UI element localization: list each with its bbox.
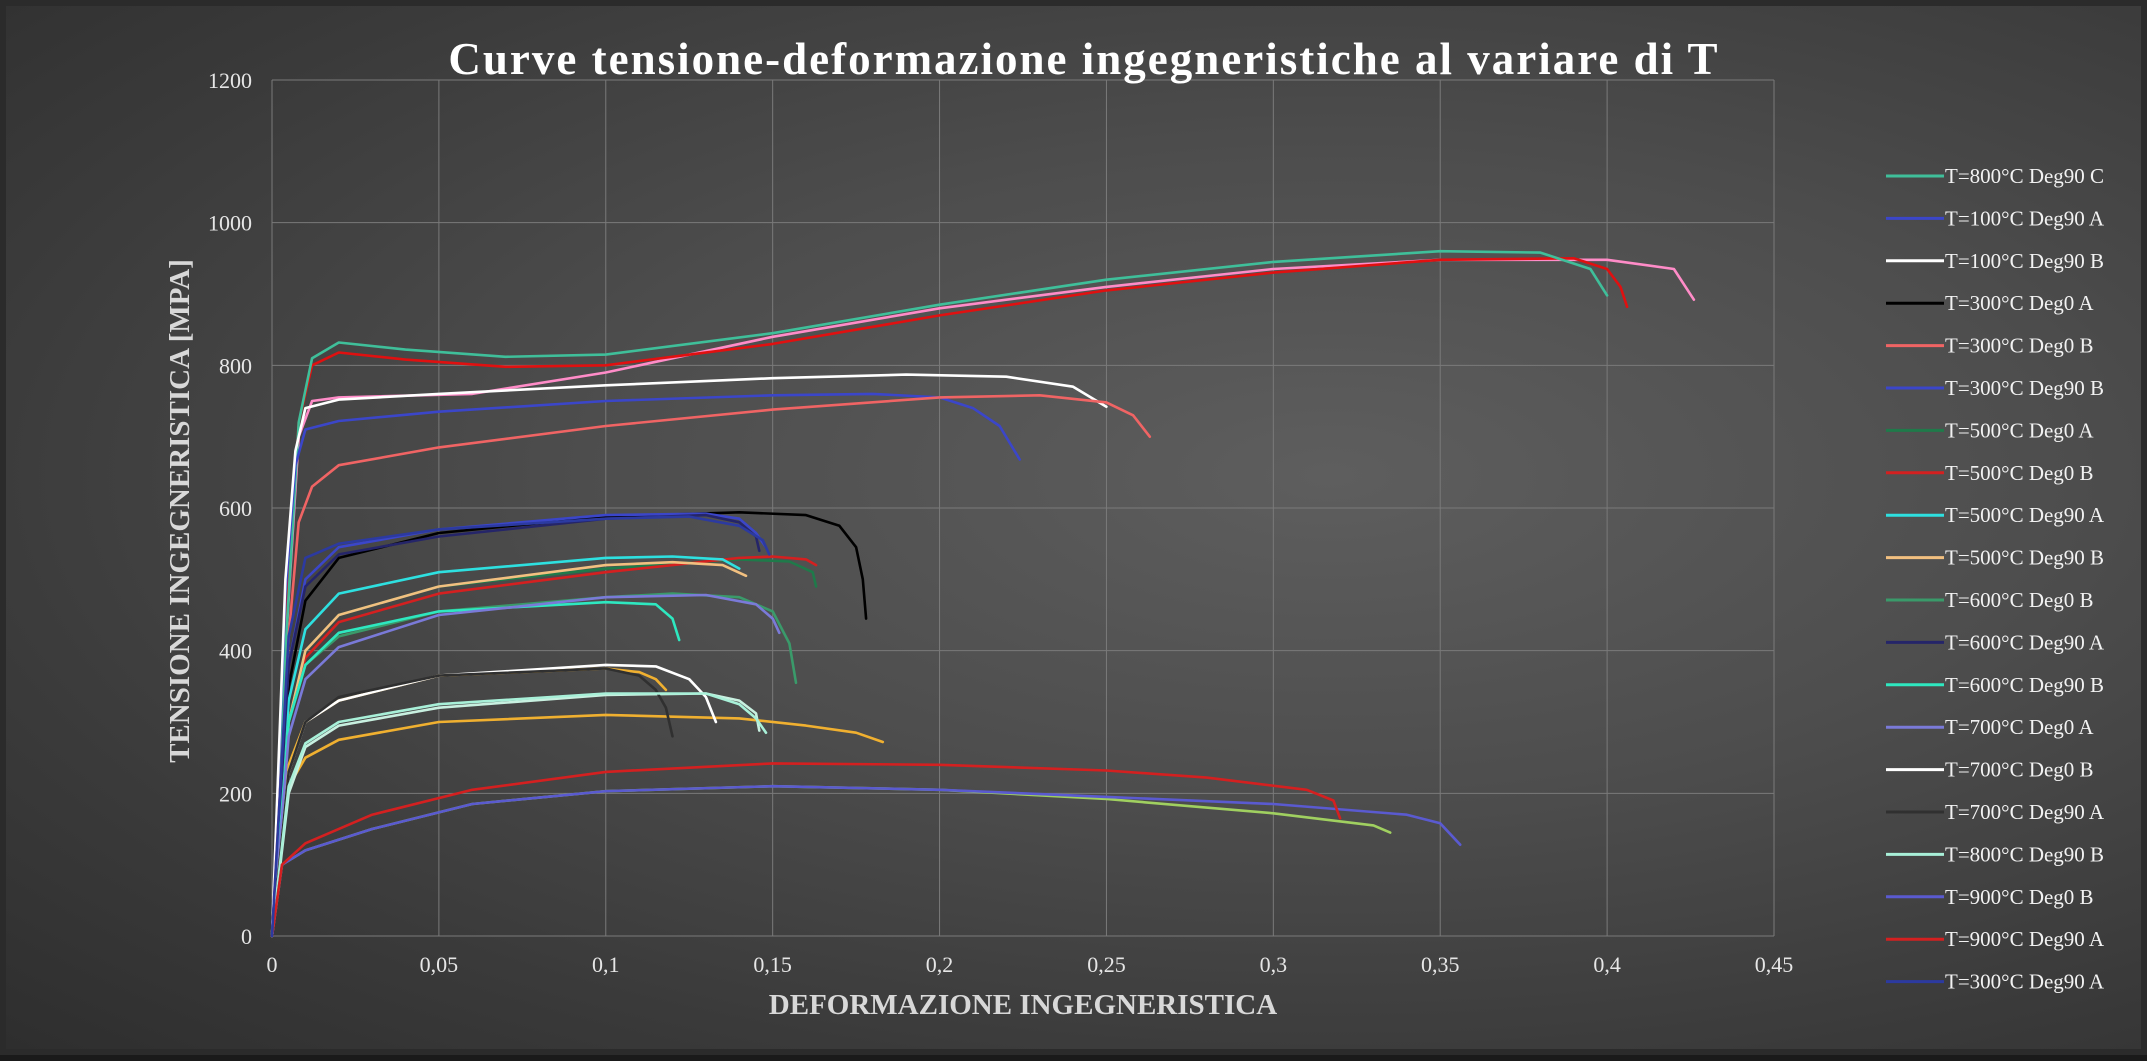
legend-item: T=500°C Deg90 A (1886, 503, 2105, 527)
legend-label: T=300°C Deg90 B (1945, 376, 2104, 400)
legend-item: T=900°C Deg90 A (1886, 927, 2105, 951)
series-line-extra (270, 784, 1392, 938)
series-layer (270, 249, 1696, 938)
series-line (270, 593, 781, 938)
legend-item: T=700°C Deg90 A (1886, 800, 2105, 824)
series-line (270, 555, 818, 938)
legend-item: T=900°C Deg0 B (1886, 885, 2094, 909)
legend-item: T=500°C Deg0 B (1886, 461, 2094, 485)
series-line (270, 600, 681, 938)
y-tick-label: 200 (219, 781, 252, 806)
legend-item: T=300°C Deg0 A (1886, 291, 2094, 315)
series-line (270, 560, 748, 938)
legend-label: T=700°C Deg0 A (1945, 715, 2094, 739)
series-line (270, 762, 1342, 938)
legend-label: T=600°C Deg90 B (1945, 673, 2104, 697)
chart-title: Curve tensione-deformazione ingegneristi… (448, 34, 1719, 84)
series-line (270, 784, 1462, 938)
series-line-extra (270, 713, 885, 938)
legend: T=800°C Deg90 C T=100°C Deg90 A T=100°C De… (1886, 164, 2105, 994)
x-tick-label: 0,3 (1260, 952, 1288, 977)
legend-item: T=600°C Deg90 B (1886, 673, 2104, 697)
legend-item: T=100°C Deg90 A (1886, 206, 2105, 230)
series-line (270, 692, 768, 938)
x-tick-label: 0,15 (753, 952, 792, 977)
legend-label: T=600°C Deg90 A (1945, 630, 2105, 654)
legend-item: T=800°C Deg90 B (1886, 842, 2104, 866)
legend-item: T=300°C Deg0 B (1886, 334, 2094, 358)
series-line (270, 394, 1152, 938)
x-tick-label: 0,2 (926, 952, 954, 977)
series-line-extra (270, 692, 761, 938)
legend-label: T=700°C Deg0 B (1945, 758, 2094, 782)
legend-label: T=900°C Deg90 A (1945, 927, 2105, 951)
legend-item: T=800°C Deg90 C (1886, 164, 2104, 188)
y-tick-label: 600 (219, 496, 252, 521)
legend-label: T=100°C Deg90 A (1945, 206, 2105, 230)
legend-label: T=300°C Deg0 A (1945, 291, 2094, 315)
legend-label: T=500°C Deg90 A (1945, 503, 2105, 527)
series-line (270, 515, 771, 938)
series-line-extra (270, 257, 1629, 938)
y-tick-label: 1200 (208, 68, 252, 93)
legend-label: T=700°C Deg90 A (1945, 800, 2105, 824)
series-line (270, 592, 798, 938)
y-axis-label: TENSIONE INGEGNERISTICA [MPA] (164, 259, 196, 763)
legend-item: T=500°C Deg0 A (1886, 418, 2094, 442)
x-tick-label: 0,35 (1421, 952, 1460, 977)
legend-item: T=600°C Deg0 B (1886, 588, 2094, 612)
ticks-layer: 0 0,05 0,1 0,15 0,2 0,25 0,3 0,35 0,4 0,45 0 200 400… (208, 68, 1793, 977)
x-tick-label: 0,25 (1087, 952, 1126, 977)
x-tick-label: 0 (267, 952, 278, 977)
x-tick-label: 0,05 (420, 952, 459, 977)
legend-item: T=500°C Deg90 B (1886, 546, 2104, 570)
series-line (270, 373, 1108, 938)
series-line (270, 249, 1609, 938)
legend-label: T=800°C Deg90 B (1945, 842, 2104, 866)
y-tick-label: 0 (241, 924, 252, 949)
legend-label: T=300°C Deg0 B (1945, 334, 2094, 358)
legend-label: T=100°C Deg90 B (1945, 249, 2104, 273)
series-line (270, 667, 674, 938)
series-line-extra (270, 667, 668, 938)
series-line-extra (270, 258, 1696, 938)
legend-item: T=100°C Deg90 B (1886, 249, 2104, 273)
legend-item: T=300°C Deg90 B (1886, 376, 2104, 400)
legend-item: T=300°C Deg90 A (1886, 970, 2105, 994)
x-tick-label: 0,45 (1755, 952, 1794, 977)
chart-svg: 0 0,05 0,1 0,15 0,2 0,25 0,3 0,35 0,4 0,45 0 200 400… (164, 34, 2105, 1021)
legend-item: T=600°C Deg90 A (1886, 630, 2105, 654)
x-axis-label: DEFORMAZIONE INGEGNERISTICA (769, 989, 1277, 1021)
series-line (270, 558, 818, 938)
y-tick-label: 400 (219, 639, 252, 664)
legend-label: T=600°C Deg0 B (1945, 588, 2094, 612)
y-tick-label: 1000 (208, 211, 252, 236)
y-tick-label: 800 (219, 353, 252, 378)
legend-label: T=900°C Deg0 B (1945, 885, 2094, 909)
x-tick-label: 0,1 (592, 952, 620, 977)
legend-label: T=500°C Deg0 B (1945, 461, 2094, 485)
grid-layer (271, 79, 1775, 937)
x-tick-label: 0,4 (1593, 952, 1621, 977)
series-line (270, 663, 718, 938)
legend-item: T=700°C Deg0 A (1886, 715, 2094, 739)
series-line (270, 555, 741, 938)
legend-label: T=500°C Deg90 B (1945, 546, 2104, 570)
legend-label: T=800°C Deg90 C (1945, 164, 2104, 188)
legend-item: T=700°C Deg0 B (1886, 758, 2094, 782)
legend-label: T=500°C Deg0 A (1945, 418, 2094, 442)
legend-label: T=300°C Deg90 A (1945, 970, 2105, 994)
